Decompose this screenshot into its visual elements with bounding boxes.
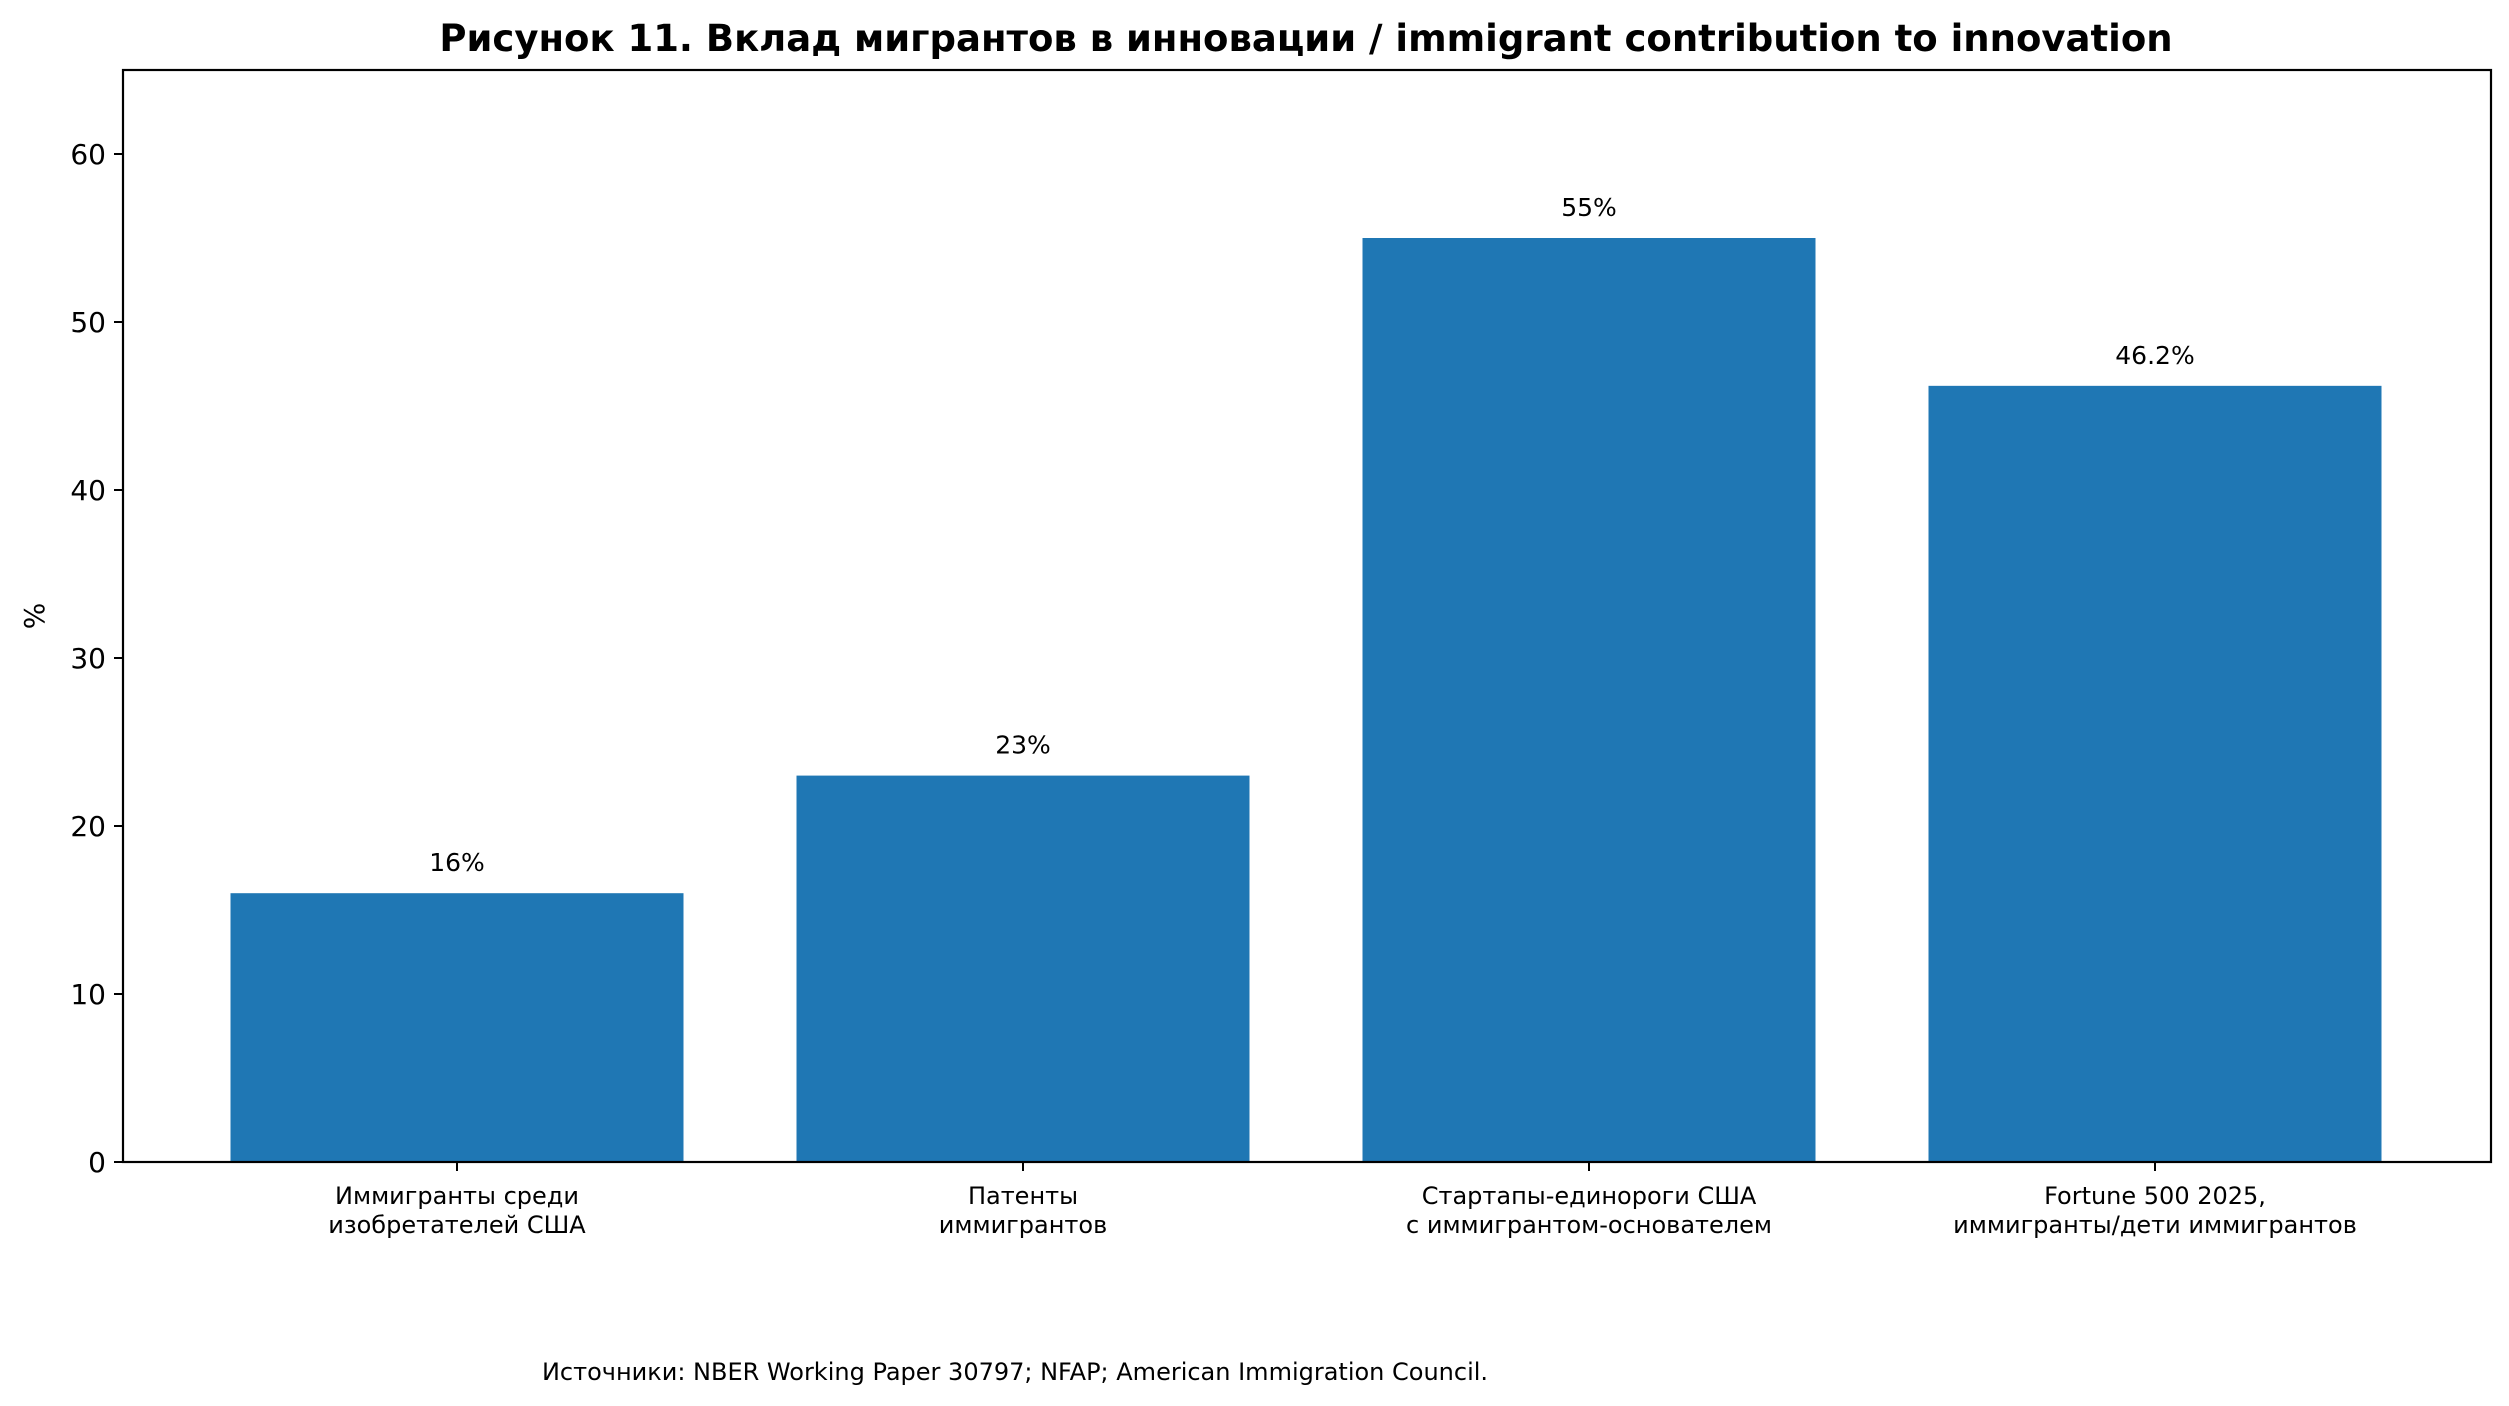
y-tick-label: 10 (70, 978, 106, 1011)
category-label: изобретателей США (328, 1211, 586, 1239)
y-tick-label: 60 (70, 138, 106, 171)
y-axis-label: % (18, 603, 51, 630)
category-label: с иммигрантом-основателем (1406, 1211, 1772, 1239)
source-note: Источники: NBER Working Paper 30797; NFA… (542, 1358, 1488, 1386)
category-label: Fortune 500 2025, (2044, 1182, 2266, 1210)
category-label: иммигранты/дети иммигрантов (1953, 1211, 2357, 1239)
plot-area: 0 10 20 30 40 50 60 16% Иммигранты средиизобрета… (70, 138, 2382, 1239)
bar-value-label: 55% (1561, 193, 1617, 222)
bar (1362, 238, 1816, 1162)
bar (230, 893, 684, 1162)
bar (796, 775, 1250, 1162)
y-tick-label: 40 (70, 474, 106, 507)
bar-value-label: 16% (429, 848, 485, 877)
y-tick-label: 0 (88, 1146, 106, 1179)
bar-value-label: 23% (995, 731, 1051, 760)
category-label: Патенты (968, 1182, 1078, 1210)
plot-frame (121, 68, 2493, 1164)
category-label: Иммигранты среди (335, 1182, 579, 1210)
category-label: иммигрантов (939, 1211, 1107, 1239)
y-tick-label: 20 (70, 810, 106, 843)
y-tick-label: 30 (70, 642, 106, 675)
y-tick-label: 50 (70, 306, 106, 339)
category-label: Стартапы-единороги США (1422, 1182, 1757, 1210)
chart-title: Рисунок 11. Вклад мигрантов в инновации … (439, 17, 2172, 60)
bar (1928, 385, 2382, 1163)
bar-value-label: 46.2% (2115, 341, 2194, 370)
